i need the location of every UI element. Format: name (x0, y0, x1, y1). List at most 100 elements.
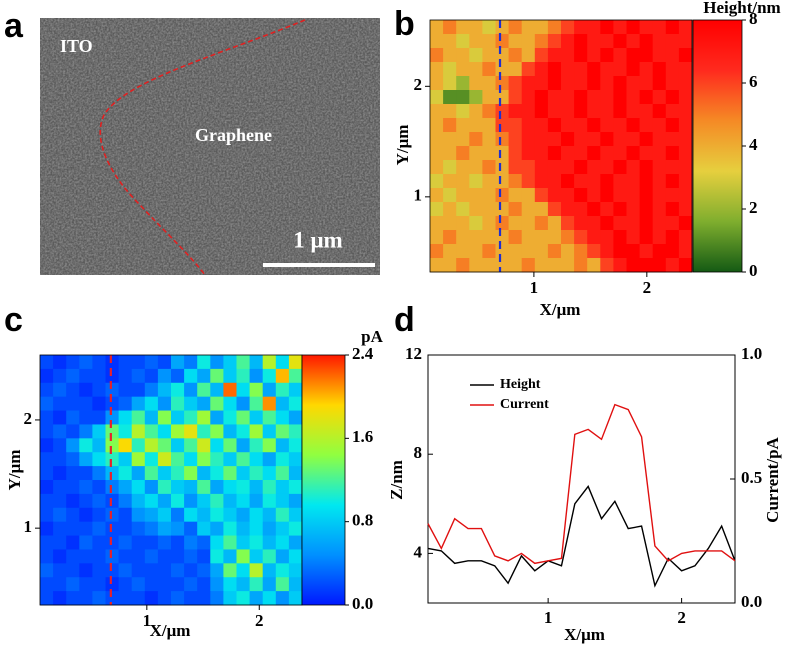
heat-cell (171, 396, 185, 411)
heat-cell (574, 34, 588, 49)
heat-cell (236, 410, 250, 425)
heat-cell (561, 48, 575, 63)
heat-cell (144, 507, 159, 523)
heat-cell (66, 466, 80, 481)
heat-cell (53, 577, 67, 592)
heat-cell (79, 549, 93, 564)
heat-cell (587, 202, 601, 217)
x-axis-label: X/μm (564, 625, 605, 644)
heat-cell (521, 132, 536, 147)
heat-cell (678, 132, 693, 147)
heat-cell (430, 244, 444, 259)
heat-cell (92, 549, 106, 564)
heat-cell (171, 480, 185, 495)
heat-cell (443, 104, 457, 119)
heat-cell (275, 382, 290, 398)
heat-cell (574, 202, 588, 217)
heat-cell (430, 202, 444, 217)
heat-cell (262, 563, 277, 578)
heat-cell (534, 48, 549, 63)
heat-cell (249, 410, 264, 425)
heat-cell (678, 216, 693, 231)
heat-cell (430, 118, 444, 133)
heat-cell (157, 591, 172, 606)
heat-cell (508, 90, 523, 105)
y-tick-label: 2 (24, 409, 33, 428)
heat-cell (587, 146, 601, 161)
heat-cell (443, 62, 457, 77)
heat-cell (561, 34, 575, 49)
heat-cell (678, 174, 693, 189)
heat-cell (66, 563, 80, 578)
heat-cell (118, 493, 133, 509)
heat-cell (184, 382, 198, 398)
heat-cell (443, 202, 457, 217)
heat-cell (482, 76, 496, 91)
heat-cell (469, 258, 483, 273)
heat-cell (639, 104, 654, 119)
heat-cell (288, 355, 303, 370)
heat-cell (171, 466, 185, 481)
heat-cell (92, 577, 106, 592)
panel-letter: c (4, 301, 23, 339)
heat-cell (53, 591, 67, 606)
heat-cell (561, 216, 575, 231)
heat-cell (53, 466, 67, 481)
heat-cell (456, 132, 470, 147)
heat-cell (456, 118, 470, 133)
heat-cell (275, 521, 290, 536)
heat-cell (430, 48, 444, 63)
heat-cell (79, 591, 93, 606)
heat-cell (561, 104, 575, 119)
heat-cell (652, 132, 667, 147)
heat-cell (184, 549, 198, 564)
heat-cell (40, 382, 54, 398)
heat-cell (456, 258, 470, 273)
heat-cell (521, 202, 536, 217)
heat-cell (131, 410, 146, 425)
plot-frame (427, 354, 736, 604)
heat-cell (223, 368, 237, 384)
heat-cell (626, 62, 640, 77)
heat-cell (171, 438, 185, 453)
heat-cell (105, 535, 119, 550)
heat-cell (443, 34, 457, 49)
colorbar-tick-label: 0.0 (352, 594, 373, 613)
heat-cell (430, 90, 444, 105)
heat-cell (626, 230, 640, 245)
heat-cell (613, 118, 627, 133)
scale-bar-label: 1 μm (293, 227, 342, 252)
heat-cell (626, 48, 640, 63)
heat-cell (600, 230, 614, 245)
heat-cell (678, 202, 693, 217)
heat-cell (430, 34, 444, 49)
heat-cell (157, 466, 172, 481)
heat-cell (197, 410, 211, 425)
colorbar-tick-label: 2 (749, 198, 758, 217)
heat-cell (53, 507, 67, 523)
heat-cell (508, 188, 523, 203)
heat-cell (561, 20, 575, 35)
heat-cell (197, 452, 211, 467)
heat-cell (639, 188, 654, 203)
heat-cell (223, 410, 237, 425)
heat-cell (482, 258, 496, 273)
heat-cell (430, 258, 444, 273)
heat-cell (53, 355, 67, 370)
heat-cell (53, 493, 67, 509)
heat-cell (678, 244, 693, 259)
heat-cell (508, 174, 523, 189)
heat-cell (534, 76, 549, 91)
heat-cell (223, 549, 237, 564)
heat-cell (508, 48, 523, 63)
heat-cell (236, 466, 250, 481)
heat-cell (574, 48, 588, 63)
heat-cell (495, 76, 509, 91)
heat-cell (639, 216, 654, 231)
heat-cell (665, 230, 680, 245)
heat-cell (508, 216, 523, 231)
heat-cell (678, 62, 693, 77)
heat-cell (508, 20, 523, 35)
heat-cell (197, 493, 211, 509)
heat-cell (144, 563, 159, 578)
